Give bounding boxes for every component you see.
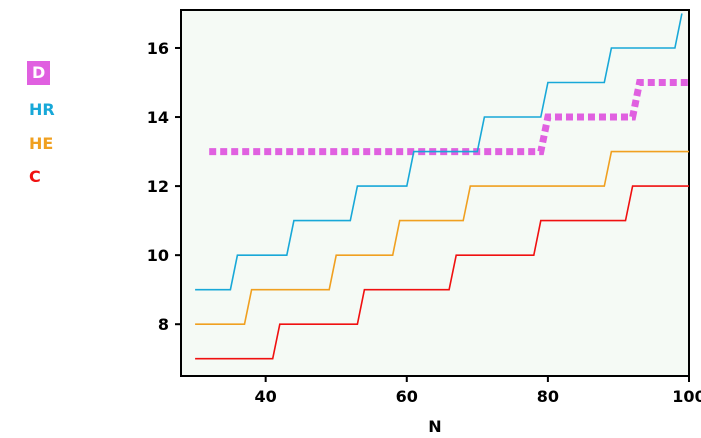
y-tick-label: 14 [147,108,169,127]
series-line-he [195,150,689,326]
legend-item-c: C [29,167,41,186]
tick-labels: 8 10 12 14 16 40 60 80 100 [147,39,701,406]
y-tick-label: 12 [147,177,169,196]
x-tick-label: 80 [537,387,559,406]
series-lines [195,13,689,360]
x-axis-title: N [428,417,441,436]
x-tick-label: 100 [672,387,701,406]
legend-item-d: D [27,61,51,85]
legend-item-he: HE [29,134,54,153]
y-tick-label: 16 [147,39,169,58]
x-tick-label: 40 [255,387,277,406]
legend-item-hr: HR [29,100,55,119]
series-line-hr [195,13,683,291]
axes [175,46,690,382]
series-line-d [209,79,689,156]
series-line-c [195,185,689,360]
y-tick-label: 8 [158,315,169,334]
plot-area [180,9,690,377]
y-tick-label: 10 [147,246,169,265]
x-tick-label: 60 [396,387,418,406]
